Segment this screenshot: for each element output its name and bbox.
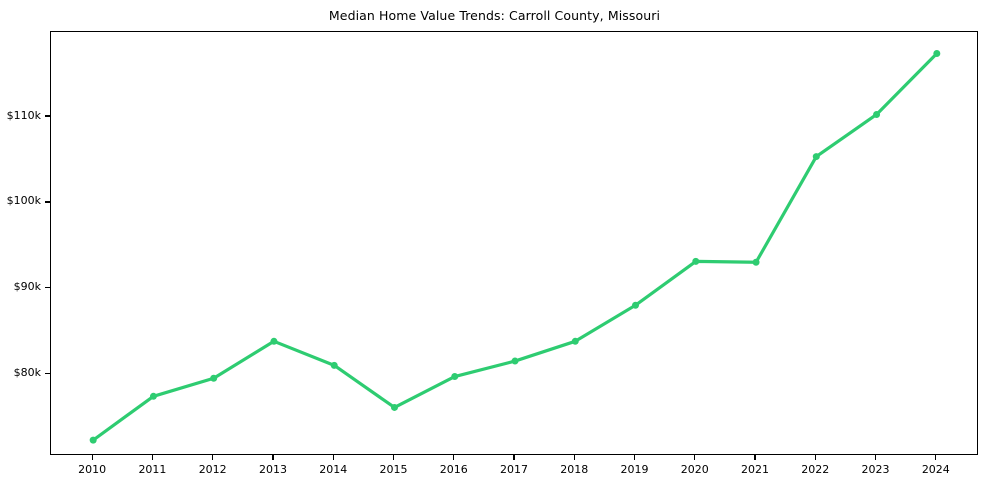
data-point-marker — [812, 153, 820, 161]
x-tick-label: 2019 — [620, 463, 649, 476]
plot-area — [50, 31, 978, 455]
data-point-marker — [390, 403, 398, 411]
data-point-marker — [270, 337, 278, 345]
y-tick-label: $80k — [13, 366, 41, 380]
data-point-marker — [330, 361, 338, 369]
data-point-marker — [873, 110, 881, 118]
y-tick-label: $100k — [6, 194, 41, 208]
data-point-marker — [451, 373, 459, 381]
x-tick-label: 2017 — [500, 463, 528, 476]
x-tick-label: 2022 — [801, 463, 830, 476]
data-point-marker — [149, 392, 157, 400]
x-tick-label: 2011 — [138, 463, 167, 476]
x-tick-label: 2021 — [741, 463, 770, 476]
data-point-marker — [511, 357, 519, 365]
y-tick-label: $90k — [13, 280, 41, 294]
line-chart-svg — [89, 49, 941, 444]
x-tick-label: 2010 — [78, 463, 107, 476]
data-line — [91, 51, 939, 442]
data-point-marker — [89, 436, 97, 444]
x-tick-label: 2012 — [198, 463, 227, 476]
x-tick-label: 2018 — [560, 463, 589, 476]
data-point-marker — [632, 301, 640, 309]
data-point-marker — [752, 258, 760, 266]
data-point-marker — [210, 374, 218, 382]
data-point-marker — [692, 257, 700, 265]
x-tick-label: 2023 — [861, 463, 890, 476]
x-tick-label: 2016 — [439, 463, 468, 476]
x-tick-label: 2020 — [680, 463, 709, 476]
y-tick-label: $110k — [6, 108, 41, 122]
data-point-marker — [933, 49, 941, 57]
x-tick-label: 2014 — [319, 463, 348, 476]
x-tick-label: 2013 — [258, 463, 287, 476]
chart-title: Median Home Value Trends: Carroll County… — [328, 8, 661, 23]
data-point-marker — [571, 337, 579, 345]
x-tick-label: 2024 — [921, 463, 950, 476]
x-tick-label: 2015 — [379, 463, 408, 476]
